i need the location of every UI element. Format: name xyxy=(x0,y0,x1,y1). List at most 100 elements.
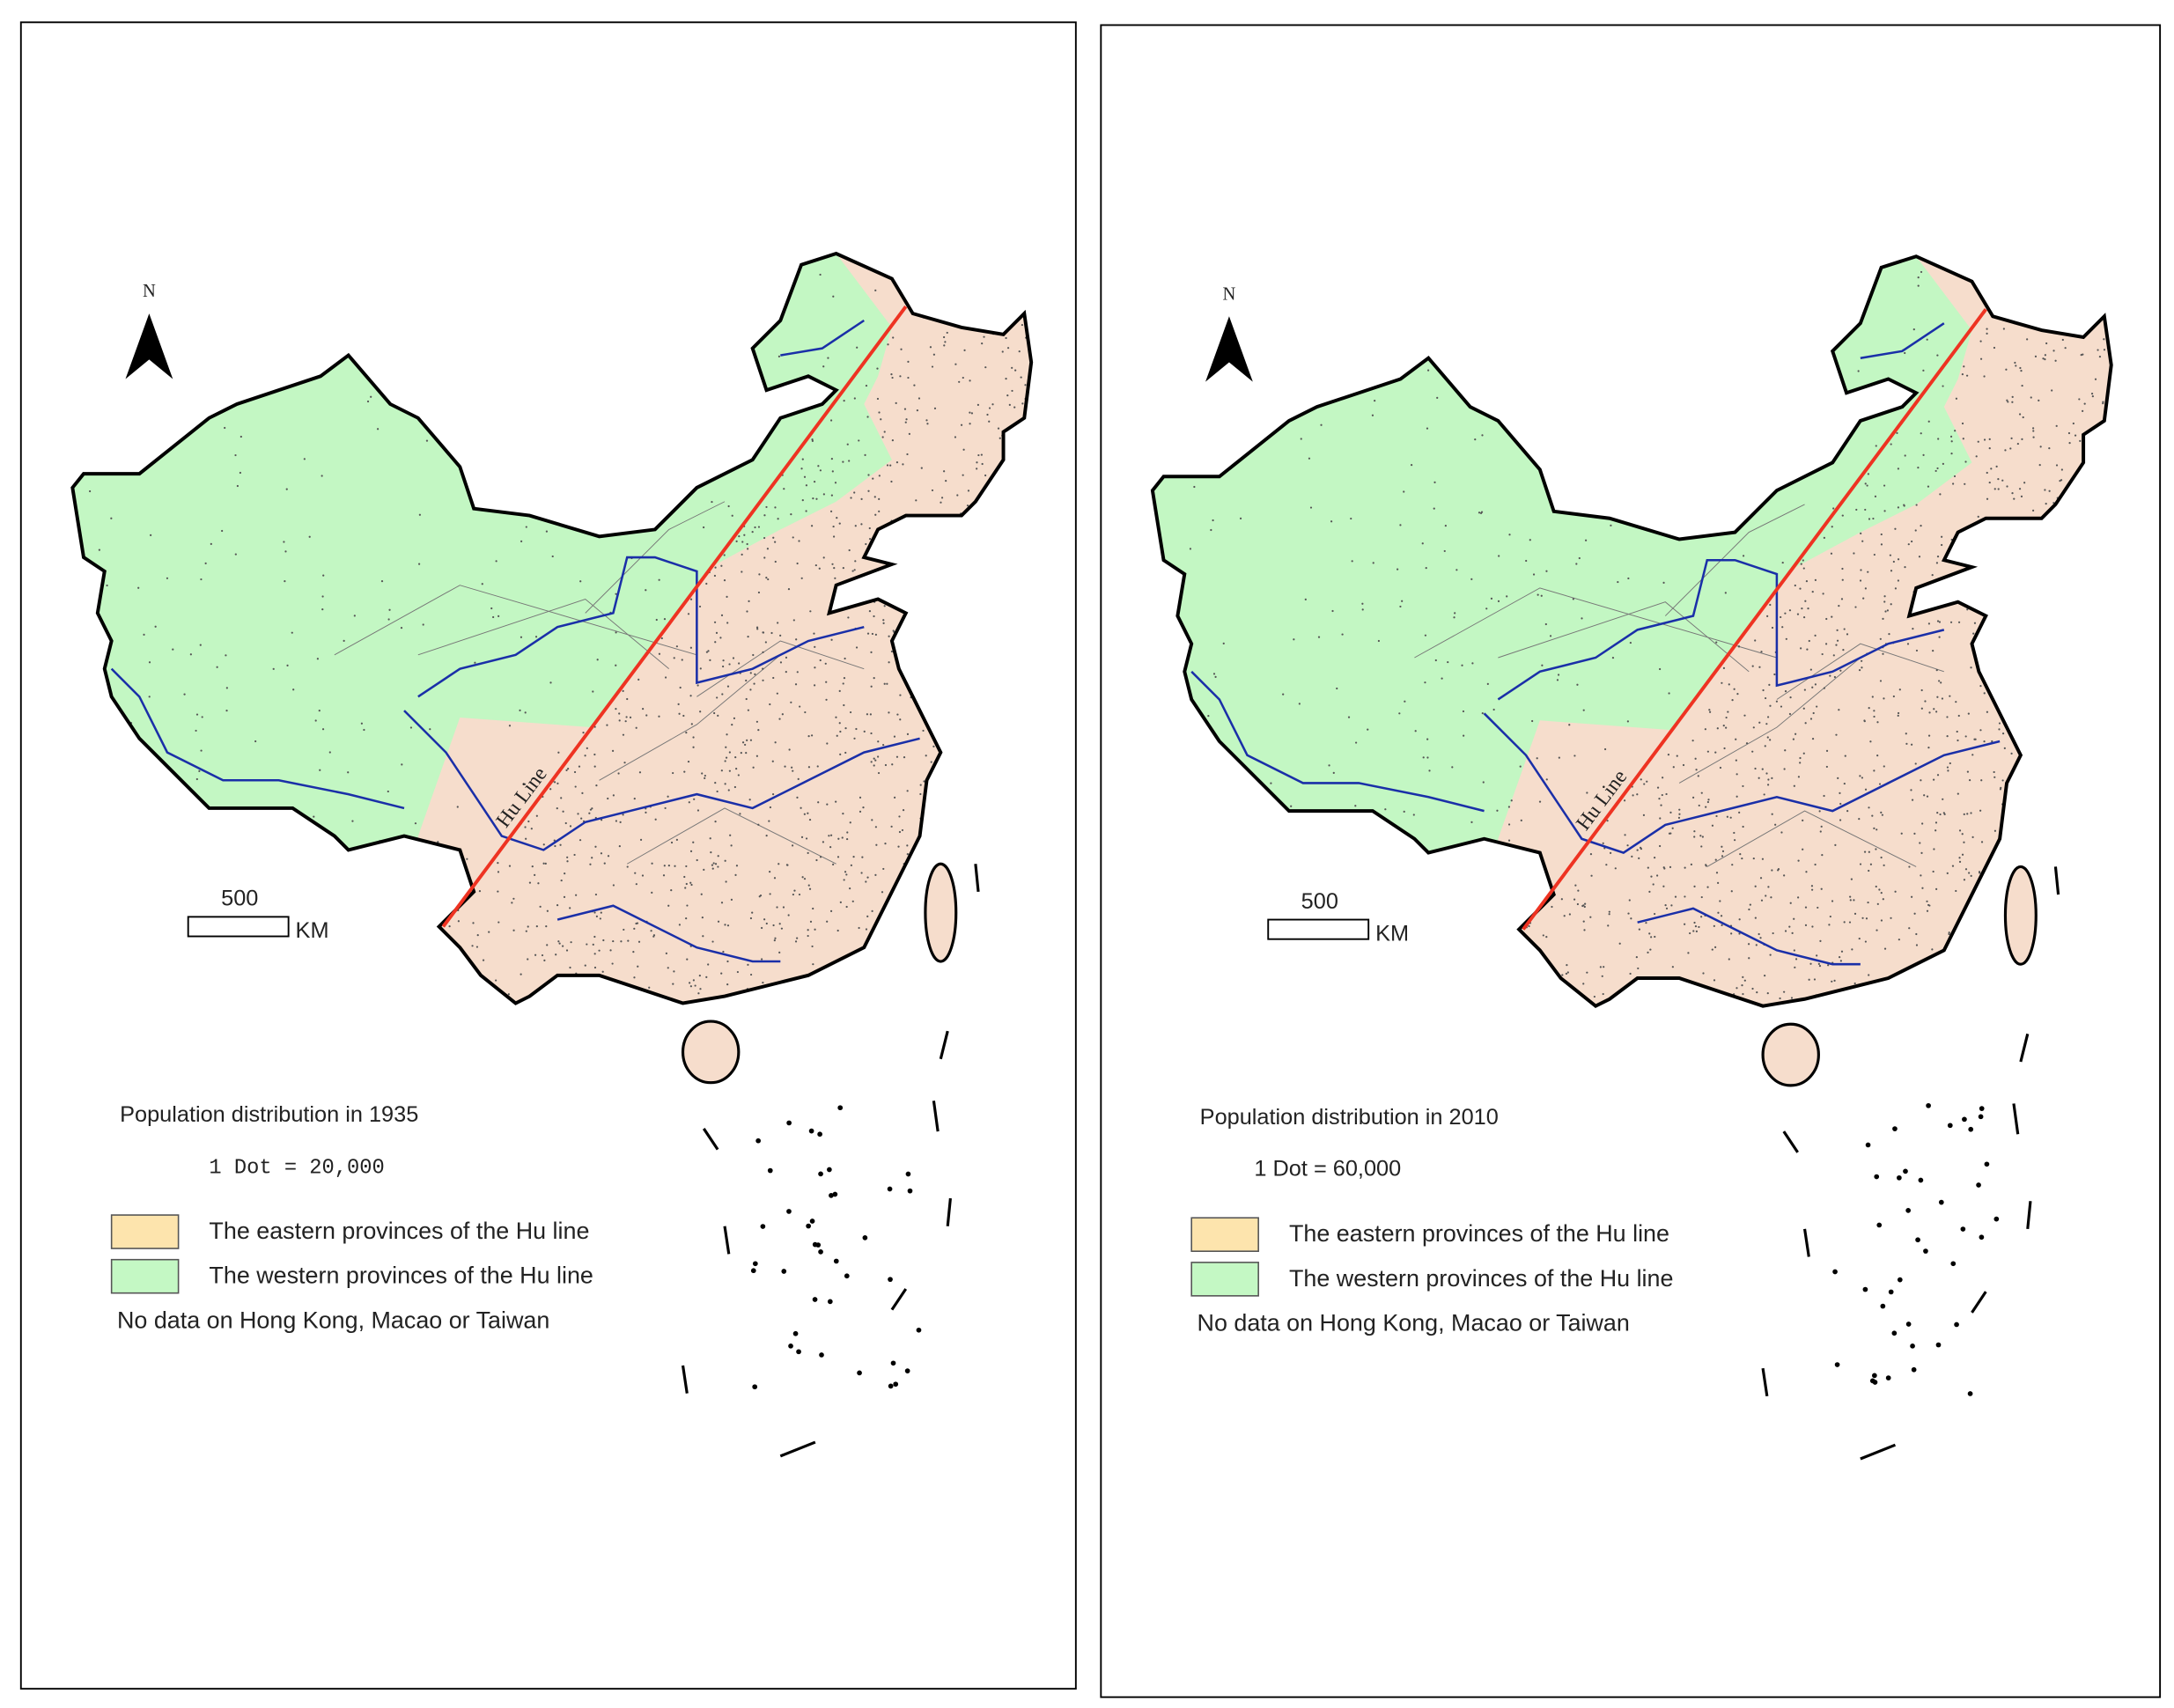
population-dot xyxy=(2124,518,2126,519)
population-dot xyxy=(1654,935,1656,939)
population-dot xyxy=(600,852,603,855)
population-dot xyxy=(807,929,809,931)
population-dot xyxy=(980,638,983,641)
population-dot xyxy=(1531,719,1534,723)
islet xyxy=(815,1242,822,1248)
population-dot xyxy=(644,372,646,376)
population-dot xyxy=(623,928,625,931)
population-dot xyxy=(1341,633,1344,636)
population-dot xyxy=(1728,683,1730,686)
population-dot xyxy=(777,1018,779,1020)
population-dot xyxy=(1935,972,1938,975)
population-dot xyxy=(1952,482,1955,485)
population-dot xyxy=(1723,376,1726,379)
population-dot xyxy=(1609,851,1612,854)
population-dot xyxy=(717,865,719,868)
population-dot xyxy=(1172,783,1175,785)
population-dot xyxy=(1034,596,1035,598)
population-dot xyxy=(1754,639,1757,642)
scale-value: 500 xyxy=(1301,889,1338,914)
population-dot xyxy=(623,762,626,764)
population-dot xyxy=(474,661,476,664)
population-dot xyxy=(1449,254,1451,255)
population-dot xyxy=(819,659,822,662)
population-dot xyxy=(1190,976,1192,979)
population-dot xyxy=(995,699,998,702)
hu-line xyxy=(1522,308,1987,931)
population-dot xyxy=(1729,496,1732,498)
population-dot xyxy=(1624,1015,1625,1017)
population-dot xyxy=(683,770,686,773)
population-dot xyxy=(1764,696,1767,700)
population-dot xyxy=(2071,540,2074,542)
population-dot xyxy=(755,385,757,387)
river xyxy=(417,556,865,698)
population-dot xyxy=(190,1013,192,1015)
population-dot xyxy=(565,1023,567,1025)
population-dot xyxy=(563,895,566,899)
population-dot xyxy=(971,693,975,696)
population-dot xyxy=(858,926,860,930)
population-dot xyxy=(702,935,704,938)
population-dot xyxy=(2092,603,2095,606)
population-dot xyxy=(763,514,766,517)
province-boundary xyxy=(1498,601,1750,673)
population-dot xyxy=(1004,939,1006,941)
population-dot xyxy=(2065,258,2067,261)
population-dot xyxy=(917,932,919,935)
population-dot xyxy=(1369,331,1372,334)
population-dot xyxy=(2039,445,2042,448)
population-dot xyxy=(998,826,1000,828)
population-dot xyxy=(865,928,868,931)
population-dot xyxy=(853,397,856,400)
population-dot xyxy=(1820,887,1823,890)
population-dot xyxy=(882,743,885,747)
population-dot xyxy=(2085,1016,2087,1018)
population-dot xyxy=(859,810,862,813)
population-dot xyxy=(860,497,863,501)
population-dot xyxy=(1017,659,1020,662)
population-dot xyxy=(533,290,536,292)
population-dot xyxy=(895,755,899,758)
population-dot xyxy=(873,677,875,680)
population-dot xyxy=(1839,960,1842,962)
population-dot xyxy=(1939,493,1942,496)
population-dot xyxy=(475,946,479,948)
population-dot xyxy=(1840,950,1844,953)
population-dot xyxy=(1890,917,1892,919)
population-dot xyxy=(1457,348,1461,350)
population-dot xyxy=(579,839,582,842)
population-dot xyxy=(1926,591,1929,594)
population-dot xyxy=(767,578,770,581)
population-dot xyxy=(80,998,83,1001)
population-dot xyxy=(2063,828,2066,832)
population-dot xyxy=(902,809,905,812)
population-dot xyxy=(1928,904,1931,907)
population-dot xyxy=(1731,864,1734,866)
population-dot xyxy=(1843,921,1846,924)
population-dot xyxy=(2116,547,2118,548)
population-dot xyxy=(2054,981,2057,983)
population-dot xyxy=(1426,427,1429,430)
population-dot xyxy=(637,1002,641,1004)
population-dot xyxy=(769,703,771,706)
population-dot xyxy=(1331,609,1334,613)
population-dot xyxy=(1996,616,1999,619)
population-dot xyxy=(1958,829,1962,832)
population-dot xyxy=(544,988,548,990)
population-dot xyxy=(626,697,629,701)
population-dot xyxy=(1817,962,1820,965)
population-dot xyxy=(740,751,742,755)
population-dot xyxy=(523,783,527,785)
population-dot xyxy=(1913,832,1916,836)
population-dot xyxy=(1233,894,1235,897)
population-dot xyxy=(1751,750,1754,753)
population-dot xyxy=(1412,814,1415,816)
population-dot xyxy=(1656,874,1659,877)
population-dot xyxy=(2111,681,2113,682)
population-dot xyxy=(755,720,758,723)
population-dot xyxy=(2036,585,2038,588)
population-dot xyxy=(699,667,702,670)
population-dot xyxy=(673,970,675,973)
population-dot xyxy=(1379,359,1382,363)
